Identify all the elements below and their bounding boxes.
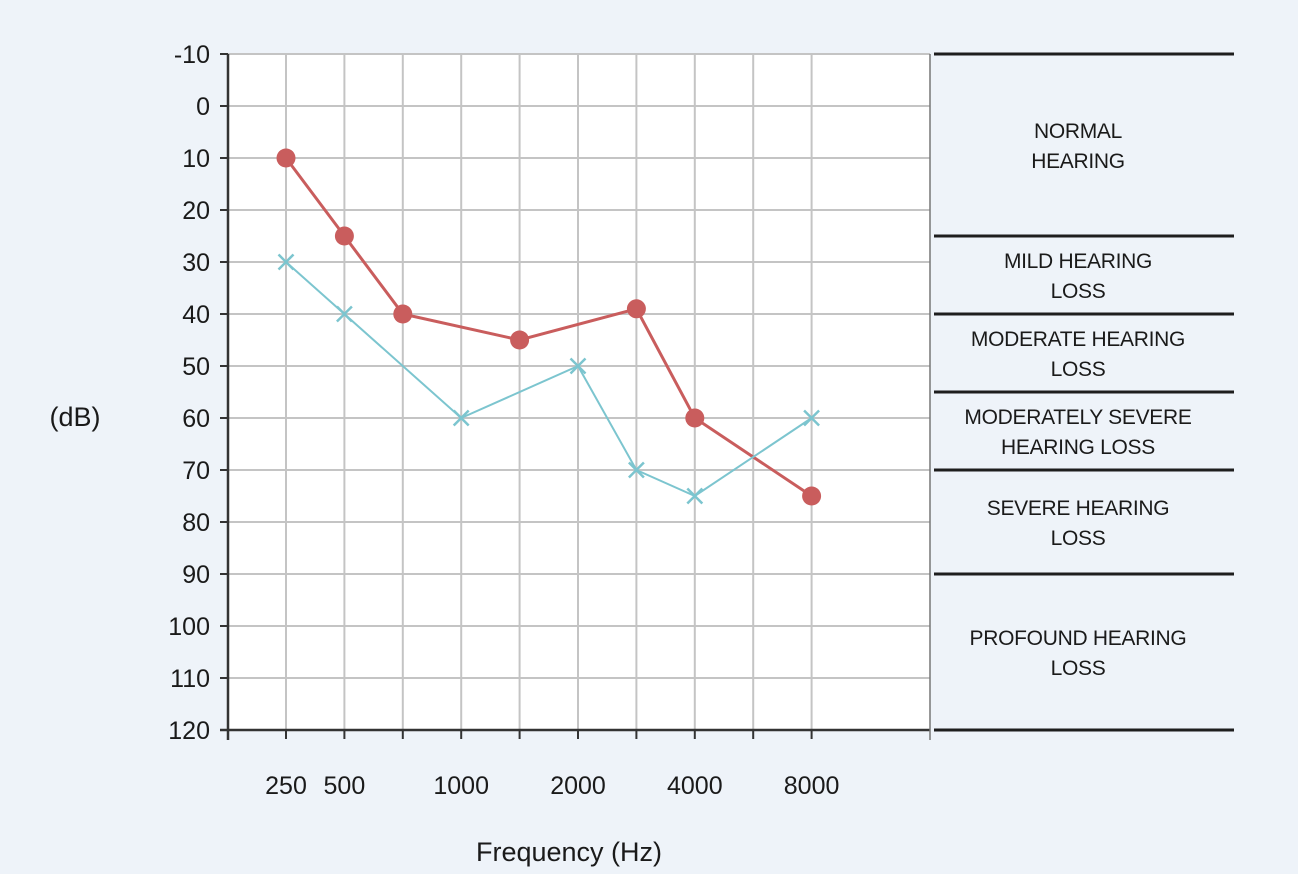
data-point-circle	[685, 408, 705, 428]
category-label: MODERATELY SEVERE	[964, 406, 1191, 429]
hearing-categories: NORMAL HEARING MILD HEARING LOSS MODERATE HE…	[934, 52, 1234, 732]
data-point-x	[628, 461, 645, 479]
category-label: HEARING LOSS	[1001, 436, 1155, 459]
category-label: MODERATE HEARING	[971, 328, 1185, 351]
x-tick-label: 8000	[784, 772, 840, 800]
data-point-x	[336, 305, 353, 323]
x-tick-label: 2000	[550, 772, 606, 800]
y-tick-label: 40	[182, 301, 210, 329]
y-tick-label: 10	[182, 145, 210, 173]
y-tick-labels: -10 0 10 20 30 40 50 60 70 80 90 100 110 120	[168, 41, 210, 745]
y-tick-label: 80	[182, 509, 210, 537]
y-tick-label: 60	[182, 405, 210, 433]
y-tick-label: 20	[182, 197, 210, 225]
x-tick-labels: 250 500 1000 2000 4000 8000	[265, 772, 839, 800]
data-point-circle	[334, 226, 354, 246]
data-point-x	[686, 487, 704, 505]
x-axis-label: Frequency (Hz)	[476, 837, 662, 867]
y-tick-label: 70	[182, 457, 210, 485]
y-tick-label: 30	[182, 249, 210, 277]
data-point-x	[569, 357, 587, 375]
y-tick-label: -10	[174, 41, 210, 69]
y-tick-label: 110	[170, 665, 210, 693]
category-label: PROFOUND HEARING	[970, 627, 1187, 650]
category-label: LOSS	[1051, 657, 1106, 680]
data-point-circle	[510, 330, 530, 350]
grid	[228, 53, 930, 731]
category-label: LOSS	[1051, 527, 1106, 550]
data-point-circle	[802, 486, 822, 506]
data-point-x	[277, 253, 295, 271]
category-label: SEVERE HEARING	[987, 497, 1170, 520]
category-label: HEARING	[1031, 150, 1125, 173]
y-tick-label: 0	[196, 93, 210, 121]
axes	[220, 53, 931, 740]
data-point-x	[452, 409, 470, 427]
y-axis-label: (dB)	[49, 402, 100, 432]
data-point-x	[803, 409, 820, 427]
y-tick-label: 100	[168, 613, 210, 641]
data-point-circle	[276, 148, 296, 168]
x-tick-label: 500	[324, 772, 366, 800]
y-tick-label: 50	[182, 353, 210, 381]
data-point-circle	[393, 304, 413, 324]
category-label: LOSS	[1051, 358, 1106, 381]
y-tick-label: 120	[168, 717, 210, 745]
x-tick-label: 1000	[433, 772, 489, 800]
y-tick-label: 90	[182, 561, 210, 589]
series-layer	[276, 148, 822, 506]
x-tick-label: 250	[265, 772, 307, 800]
x-tick-label: 4000	[667, 772, 723, 800]
category-label: NORMAL	[1034, 120, 1122, 143]
category-label: MILD HEARING	[1004, 250, 1152, 273]
category-label: LOSS	[1051, 280, 1106, 303]
data-point-circle	[626, 299, 646, 319]
